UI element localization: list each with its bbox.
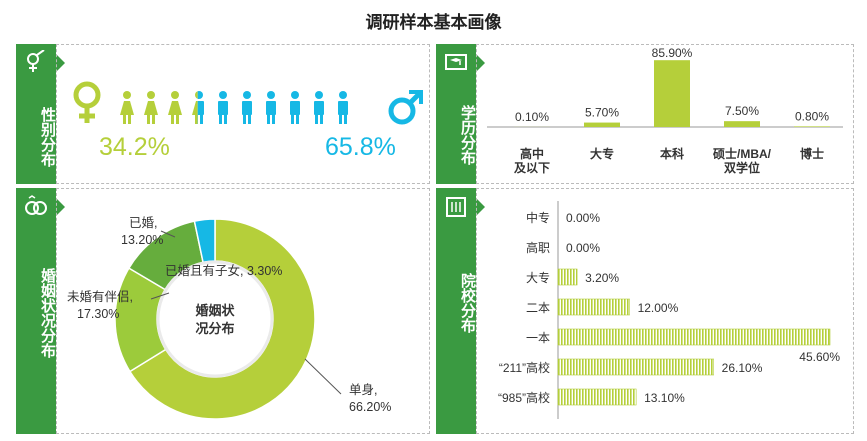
data-label: 0.10% (515, 110, 549, 124)
data-label: 5.70% (585, 106, 619, 120)
slice-name-label: 单身, (349, 382, 377, 397)
gender-icon (27, 50, 45, 72)
diploma-icon (445, 54, 467, 70)
tick-label: 博士 (800, 146, 824, 161)
tick-label: “985”高校 (498, 390, 550, 405)
data-label: 0.00% (566, 211, 600, 225)
person-icon (144, 91, 158, 124)
donut-center-text: 婚姻状 (195, 303, 235, 318)
school-panel: 中专 0.00% 高职 0.00% 大专 3.20% 二本 12.00% 一本 45.60% “21… (476, 188, 854, 434)
education-panel: 0.10% 高中 及以下 5.70% 大专 85.90% 本科 7.50% 硕士/MBA/双学位… (476, 44, 854, 184)
bar (584, 122, 620, 127)
person-icon (338, 91, 348, 124)
male-icon (388, 90, 423, 125)
bar (557, 388, 637, 406)
slice-name-label: 未婚有伴侣, (67, 289, 133, 304)
data-label: 26.10% (722, 361, 763, 375)
tick-label: 本科 (660, 146, 684, 161)
data-label: 12.00% (638, 301, 679, 315)
data-label: 7.50% (725, 104, 759, 118)
gender-panel: 34.2% 65.8% (56, 44, 430, 184)
slice-value-label: 66.20% (349, 400, 391, 414)
page-title: 调研样本基本画像 (365, 13, 502, 32)
person-icon (290, 91, 300, 124)
leader-line (150, 292, 170, 300)
person-icon (242, 91, 252, 124)
tick-label: 高职 (526, 240, 550, 255)
bar (794, 126, 830, 127)
school-building-icon (446, 197, 466, 217)
tick-label: 双学位 (724, 160, 760, 175)
tick-label: 中专 (526, 210, 550, 225)
gender-pictograph: 34.2% 65.8% (73, 81, 423, 161)
band-arrow (476, 54, 485, 72)
person-icon (314, 91, 324, 124)
tick-label: 硕士/MBA/ (713, 146, 772, 161)
person-icon (168, 91, 182, 124)
leader-line (160, 230, 176, 238)
school-bar-chart: 中专 0.00% 高职 0.00% 大专 3.20% 二本 12.00% 一本 45.60% “21… (498, 201, 840, 419)
slice-value-label: 13.20% (121, 233, 163, 247)
tick-label: 高中 (520, 146, 544, 161)
slice-value-label: 17.30% (77, 307, 119, 321)
bar (654, 60, 690, 127)
bar (557, 298, 630, 316)
school-section-band: 院校分布 (436, 188, 485, 434)
male-percent-label: 65.8% (325, 133, 396, 161)
data-label: 85.90% (652, 46, 693, 60)
marital-section-band: 婚姻状况分布 (16, 188, 65, 434)
female-percent-label: 34.2% (99, 133, 170, 161)
tick-label: 一本 (526, 331, 550, 345)
data-label: 0.00% (566, 241, 600, 255)
person-icon (120, 91, 134, 124)
tick-label: 二本 (526, 301, 550, 315)
bar (557, 358, 714, 376)
person-icon (218, 91, 228, 124)
data-label: 0.80% (795, 109, 829, 123)
marital-panel: 婚姻状况分布单身, 66.20% 未婚有伴侣, 17.30% 已婚, 13.20% 已婚且有… (56, 188, 430, 434)
gender-section-label: 性别分布 (39, 107, 56, 167)
band-arrow (476, 198, 485, 216)
leader-line (304, 358, 342, 395)
donut-center-text: 况分布 (195, 321, 234, 336)
rings-icon (25, 195, 47, 215)
data-label: 13.10% (644, 391, 685, 405)
tick-label: 及以下 (514, 161, 550, 175)
person-icon (192, 91, 204, 124)
bar (557, 268, 578, 286)
band-arrow (56, 54, 65, 72)
data-label: 3.20% (585, 271, 619, 285)
donut-hole (156, 260, 274, 378)
tick-label: 大专 (526, 270, 550, 285)
school-section-label: 院校分布 (459, 273, 476, 333)
bar (724, 121, 760, 127)
female-icon (73, 81, 101, 123)
education-section-label: 学历分布 (459, 105, 476, 165)
slice-label: 已婚且有子女, 3.30% (165, 263, 282, 278)
education-section-band: 学历分布 (436, 44, 485, 184)
person-icon (266, 91, 276, 124)
band-arrow (56, 198, 65, 216)
slice-name-label: 已婚, (129, 216, 157, 230)
marital-section-label: 婚姻状况分布 (39, 268, 56, 358)
tick-label: 大专 (590, 146, 614, 161)
data-label: 45.60% (799, 350, 840, 364)
gender-section-band: 性别分布 (16, 44, 65, 184)
tick-label: “211”高校 (499, 360, 550, 375)
bar (557, 328, 831, 346)
